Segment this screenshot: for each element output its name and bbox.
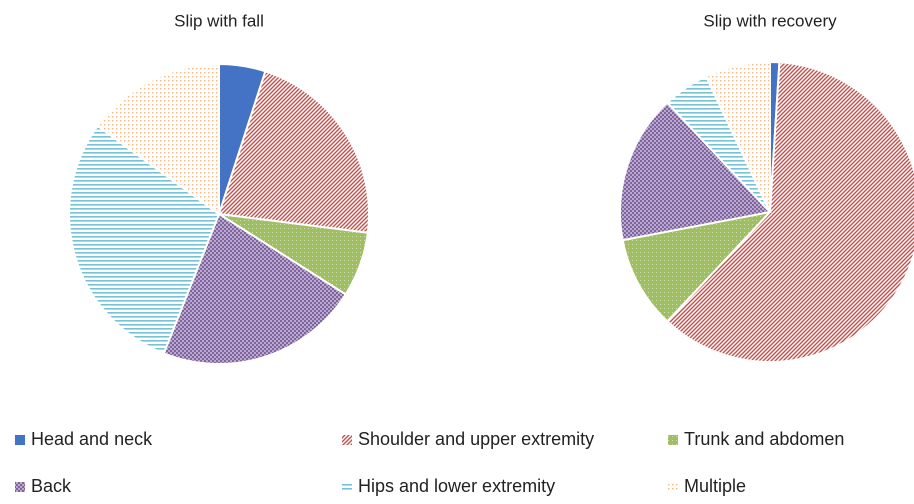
pie-slice: [621, 210, 773, 323]
legend-swatch: [668, 482, 678, 492]
legend-label: Head and neck: [31, 429, 153, 449]
pie-slice: [162, 212, 348, 365]
pie-slice: [665, 61, 914, 363]
legend-label: Trunk and abdomen: [684, 429, 844, 449]
legend-swatch: [15, 482, 25, 492]
legend-swatch: [668, 435, 678, 445]
pie-slice: [68, 124, 221, 355]
legend-label: Back: [31, 476, 72, 496]
pie-slice: [217, 70, 370, 234]
chart-title: Slip with fall: [174, 11, 264, 30]
pie-slice: [619, 101, 772, 242]
legend-swatch: [342, 482, 352, 492]
legend-swatch: [342, 435, 352, 445]
pie-slice: [96, 62, 220, 216]
legend-label: Multiple: [684, 476, 746, 496]
legend-swatch: [15, 435, 25, 445]
pie-slice: [704, 60, 771, 213]
legend-label: Hips and lower extremity: [358, 476, 555, 496]
legend-label: Shoulder and upper extremity: [358, 429, 594, 449]
chart-title: Slip with recovery: [703, 11, 837, 30]
